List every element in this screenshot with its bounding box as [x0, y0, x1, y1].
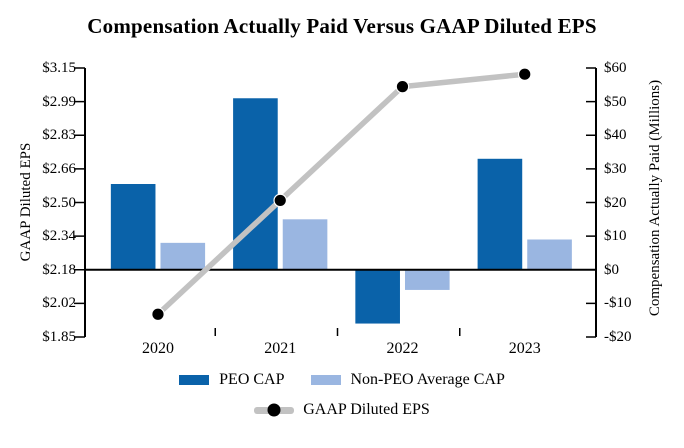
- bar-non-peo-average-cap-2021: [282, 219, 328, 270]
- bar-non-peo-average-cap-2023: [527, 239, 572, 270]
- bar-non-peo-average-cap-2020: [160, 242, 206, 270]
- bar-peo-cap-2023: [477, 158, 523, 270]
- legend-item-peo-cap: PEO CAP: [179, 371, 285, 389]
- right-tick-label: -$20: [604, 329, 632, 345]
- x-axis-label-2021: 2021: [264, 340, 297, 357]
- right-tick-label: $10: [604, 228, 627, 245]
- legend-label-non-peo-average-cap: Non-PEO Average CAP: [350, 371, 505, 388]
- left-tick-label: $2.83: [42, 127, 76, 144]
- left-tick-label: $2.18: [42, 261, 76, 278]
- legend-bar-series: PEO CAP Non-PEO Average CAP: [0, 371, 684, 389]
- left-tick-label: $1.85: [42, 329, 76, 345]
- right-tick-label: $50: [604, 93, 627, 110]
- line-marker-dot-icon: [267, 403, 281, 417]
- left-tick-label: $2.34: [42, 228, 76, 245]
- left-tick-label: $2.66: [42, 160, 76, 177]
- left-tick-label: $2.02: [42, 295, 76, 312]
- right-tick-label: $20: [604, 194, 627, 211]
- bar-peo-cap-2022: [355, 269, 400, 324]
- x-axis-label-2023: 2023: [508, 340, 541, 357]
- right-tick-label: $30: [604, 160, 627, 177]
- left-tick-label: $2.50: [42, 194, 76, 211]
- x-axis-label-2020: 2020: [141, 340, 174, 357]
- left-tick-label: $3.15: [42, 60, 76, 76]
- left-tick-label: $2.99: [42, 93, 76, 110]
- legend-line-label: GAAP Diluted EPS: [303, 401, 430, 418]
- bar-non-peo-average-cap-2022: [404, 269, 450, 290]
- data-point-2022: [395, 79, 410, 94]
- right-tick-label: $40: [604, 127, 627, 144]
- data-point-2021: [273, 193, 288, 208]
- bar-peo-cap-2021: [233, 98, 278, 270]
- bar-peo-cap-2020: [110, 184, 156, 270]
- legend-item-non-peo-average-cap: Non-PEO Average CAP: [310, 371, 505, 389]
- right-tick-label: $0: [604, 261, 619, 278]
- legend-label-peo-cap: PEO CAP: [219, 371, 285, 388]
- data-point-2020: [151, 307, 165, 322]
- line-series-swatch: [254, 403, 295, 417]
- data-point-2023: [517, 67, 532, 82]
- legend-line-item: GAAP Diluted EPS: [0, 401, 684, 419]
- chart-title: Compensation Actually Paid Versus GAAP D…: [87, 14, 597, 38]
- gaap-eps-line: [155, 71, 528, 317]
- swatch-non-peo-average-cap: [310, 375, 341, 385]
- x-axis-label-2022: 2022: [386, 340, 419, 357]
- right-tick-label: $60: [604, 60, 627, 76]
- swatch-peo-cap: [179, 375, 210, 385]
- right-tick-label: -$10: [604, 295, 632, 312]
